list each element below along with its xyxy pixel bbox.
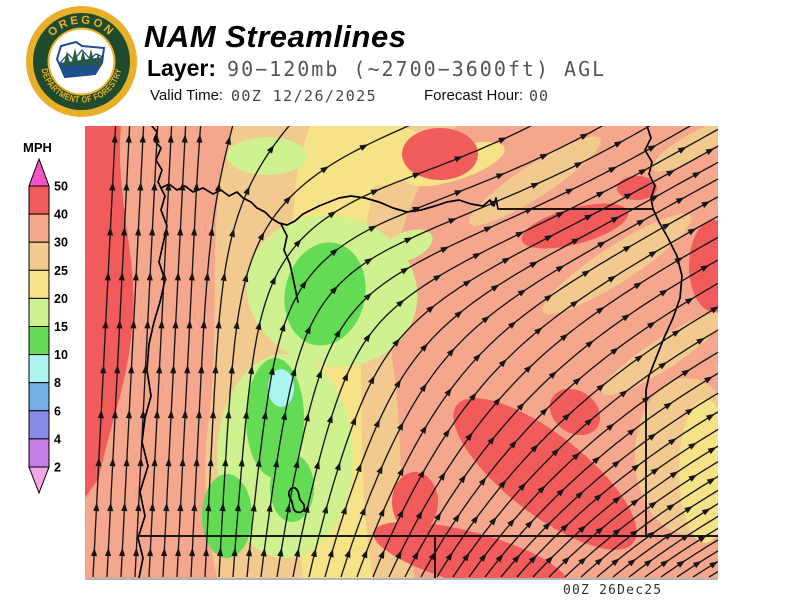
legend-tick-label: 15: [54, 320, 68, 334]
legend-cell: [28, 326, 50, 356]
legend-cell: [28, 185, 50, 215]
layer-value: 90−120mb (~2700−3600ft) AGL: [227, 57, 607, 81]
trees-icon: [63, 48, 102, 66]
legend-cell: [28, 438, 50, 468]
legend-cell: [28, 410, 50, 440]
legend-tick-label: 2: [54, 461, 61, 475]
willamette-river: [280, 223, 299, 303]
streamline-map: [85, 126, 718, 578]
snake-river-border: [644, 126, 683, 537]
columbia-river: [160, 183, 654, 226]
legend-tick-label: 25: [54, 264, 68, 278]
valid-time-value: 00Z 12/26/2025: [231, 87, 378, 105]
legend-tick-label: 8: [54, 376, 61, 390]
legend-tick-label: 40: [54, 208, 68, 222]
klamath-lake: [287, 486, 306, 514]
legend-arrow-up: [28, 157, 50, 187]
forecast-hour-label: Forecast Hour:: [424, 87, 524, 104]
oregon-state-emblem: [55, 40, 106, 79]
legend-tick-label: 50: [54, 180, 68, 194]
streamline-paths: [92, 126, 718, 578]
wind-speed-legend: 50 40 30 25 20 15 10 8 6 4 2: [28, 157, 68, 495]
legend-cell: [28, 241, 50, 271]
legend-cell: [28, 354, 50, 384]
legend-tick-label: 10: [54, 348, 68, 362]
map-bottom-edge: [85, 578, 718, 580]
legend-title: MPH: [23, 140, 52, 155]
model-run-timestamp: 00Z 26Dec25: [563, 583, 663, 598]
legend-cell: [28, 213, 50, 243]
layer-label: Layer:: [147, 55, 217, 81]
legend-tick-label: 30: [54, 236, 68, 250]
legend-cell: [28, 269, 50, 299]
mountain-ridge: [59, 48, 104, 64]
streamlines: [91, 126, 718, 578]
legend-cell: [28, 297, 50, 327]
page-title: NAM Streamlines: [144, 19, 407, 54]
legend-tick-label: 6: [54, 404, 61, 418]
legend-tick-label: 20: [54, 292, 68, 306]
odf-logo: OREGON DEPARTMENT OF FORESTRY: [26, 6, 137, 117]
layer-row: Layer: 90−120mb (~2700−3600ft) AGL: [147, 55, 606, 82]
legend-cell: [28, 382, 50, 412]
legend-tick-label: 4: [54, 432, 61, 446]
legend-arrow-down: [28, 466, 50, 495]
valid-time-label: Valid Time:: [150, 87, 224, 104]
forecast-hour-value: 00: [529, 87, 550, 105]
